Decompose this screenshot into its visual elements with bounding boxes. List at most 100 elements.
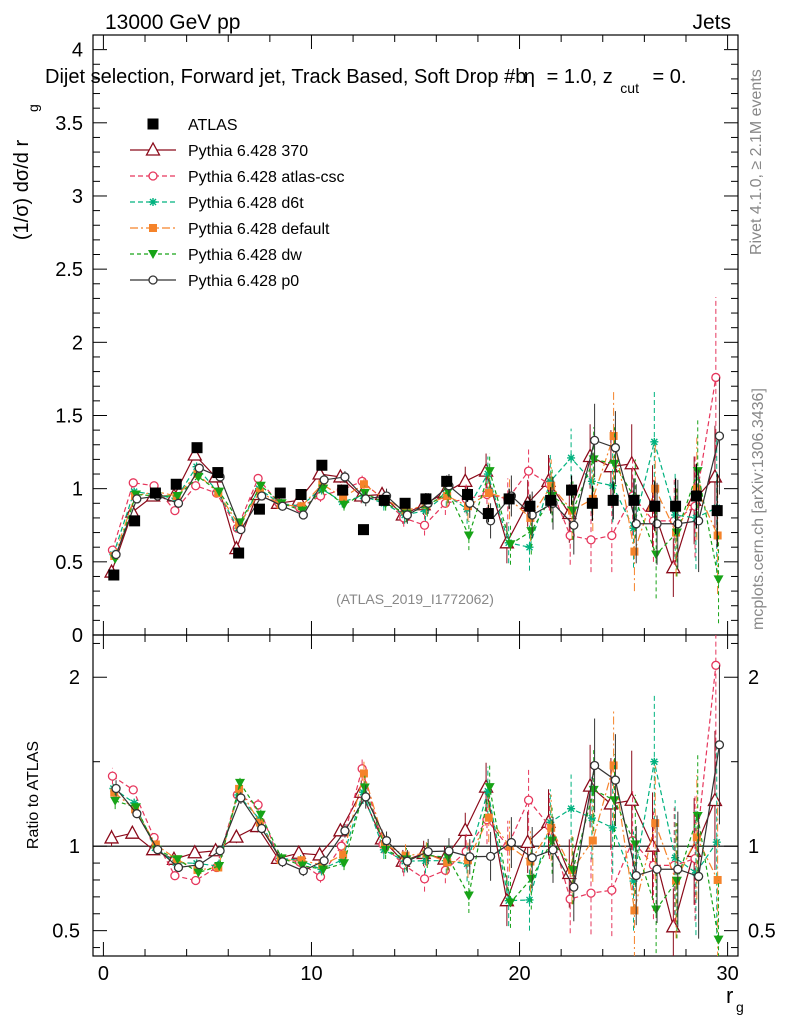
- ratio-data-point: [255, 818, 264, 827]
- ratio-data-point: [130, 798, 139, 807]
- data-point: [457, 472, 473, 487]
- series-pythia-6-428-d6t: [109, 390, 721, 581]
- legend-label: Pythia 6.428 370: [188, 143, 308, 160]
- legend-item: Pythia 6.428 default: [130, 221, 330, 238]
- ratio-data-point: [339, 850, 348, 859]
- data-point: [194, 463, 204, 473]
- data-point: [441, 475, 453, 487]
- data-point: [111, 549, 121, 560]
- ratio-data-point: [124, 824, 140, 839]
- data-point: [128, 478, 138, 488]
- data-point: [692, 467, 703, 477]
- data-point: [567, 506, 578, 516]
- data-point: [337, 484, 349, 496]
- main-plot-area: [103, 296, 725, 624]
- ratio-data-point: [315, 872, 326, 882]
- legend-item: Pythia 6.428 370: [130, 141, 308, 160]
- ratio-data-point: [693, 871, 704, 882]
- ratio-data-point: [402, 856, 412, 866]
- y-axis-title: (1/σ) dσ/d r g: [11, 104, 41, 240]
- data-point: [319, 475, 329, 485]
- ratio-data-point: [319, 856, 329, 866]
- data-point: [359, 480, 368, 489]
- ratio-data-point: [567, 804, 576, 813]
- ratio-data-point: [650, 757, 659, 766]
- y-tick-label: 3.5: [55, 113, 83, 135]
- ratio-data-point: [608, 823, 617, 832]
- data-point: [277, 501, 288, 511]
- data-point: [172, 491, 183, 501]
- legend-item: Pythia 6.428 d6t: [130, 195, 304, 212]
- rivet-version-label: Rivet 4.1.0, ≥ 2.1M events: [748, 69, 765, 255]
- ratio-data-point: [444, 846, 454, 856]
- ratio-data-point: [523, 795, 534, 805]
- data-point: [191, 442, 203, 454]
- data-point: [421, 506, 430, 515]
- svg-text:Dijet selection, Forward jet,: Dijet selection, Forward jet, Track Base…: [45, 66, 686, 98]
- data-point: [588, 455, 599, 465]
- ratio-data-point: [130, 803, 141, 813]
- data-point: [212, 467, 224, 479]
- legend-item: Pythia 6.428 atlas-csc: [130, 169, 345, 186]
- ratio-data-point: [359, 783, 370, 793]
- ratio-data-point: [707, 792, 723, 807]
- legend-marker: [145, 141, 161, 156]
- data-point: [609, 431, 618, 440]
- ratio-data-point: [609, 761, 618, 770]
- data-point: [236, 524, 246, 535]
- data-point: [505, 540, 516, 550]
- series-line: [113, 435, 719, 557]
- ratio-tick-label-left: 2: [69, 667, 80, 689]
- data-point: [129, 515, 141, 527]
- ratio-plot-area: [93, 635, 738, 956]
- ratio-data-point: [236, 793, 246, 803]
- ratio-data-point: [631, 870, 641, 881]
- ratio-data-point: [297, 861, 308, 871]
- data-point: [443, 491, 452, 500]
- ratio-data-point: [630, 906, 639, 915]
- legend-label: Pythia 6.428 atlas-csc: [188, 169, 345, 186]
- ratio-data-point: [215, 846, 225, 856]
- ratio-data-point: [187, 844, 203, 859]
- x-tick-label: 20: [508, 963, 530, 985]
- data-point: [711, 505, 723, 517]
- ratio-data-point: [340, 826, 350, 836]
- ratio-series-pythia-6-428-p0: [111, 665, 725, 939]
- ratio-data-point: [673, 864, 683, 874]
- ratio-data-point: [253, 800, 263, 810]
- data-point: [339, 493, 348, 502]
- legend-marker: [147, 118, 159, 130]
- legend-item: ATLAS: [147, 117, 238, 134]
- data-point: [378, 494, 390, 506]
- ratio-data-point: [153, 845, 163, 855]
- analysis-label: (ATLAS_2019_I1772062): [336, 591, 494, 607]
- legend-marker: [148, 250, 158, 259]
- ratio-tick-label-left: 1: [69, 836, 80, 858]
- data-point: [191, 481, 201, 491]
- ratio-data-point: [298, 866, 308, 876]
- ratio-data-point: [128, 785, 138, 795]
- ratio-data-point: [652, 864, 662, 874]
- ratio-data-point: [630, 840, 641, 850]
- ratio-data-point: [151, 840, 160, 849]
- series-pythia-6-428-atlas-csc: [107, 296, 721, 573]
- plot-title-sub: cut: [620, 80, 639, 96]
- ratio-data-point: [506, 837, 517, 848]
- ratio-data-point: [170, 871, 180, 881]
- ratio-axis-title: Ratio to ATLAS: [25, 741, 42, 849]
- series-atlas: [108, 442, 723, 581]
- ratio-data-point: [234, 778, 245, 788]
- plot-title-greek: η: [524, 66, 535, 88]
- data-point: [503, 493, 515, 505]
- ratio-data-point: [505, 898, 516, 908]
- ratio-data-point: [110, 796, 121, 806]
- ratio-data-point: [713, 875, 722, 884]
- data-point: [484, 489, 493, 498]
- data-point: [713, 575, 724, 585]
- x-tick-label: 0: [98, 963, 109, 985]
- ratio-data-point: [277, 857, 288, 867]
- ratio-data-point: [548, 845, 558, 855]
- ratio-data-point: [381, 836, 392, 846]
- ratio-data-point: [318, 865, 329, 875]
